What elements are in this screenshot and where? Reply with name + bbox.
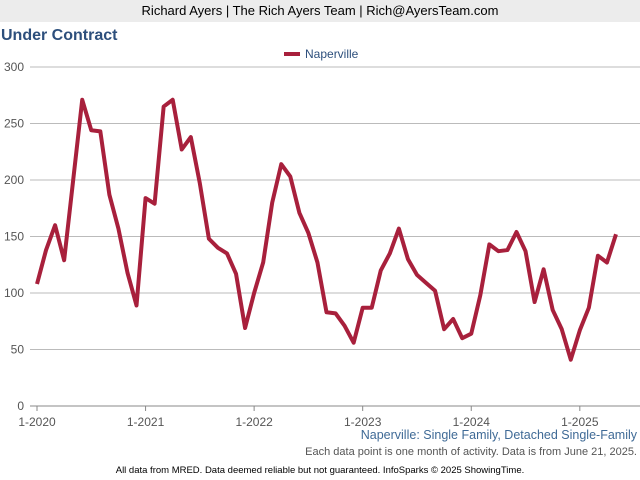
line-series bbox=[35, 97, 618, 362]
y-tick-label: 200 bbox=[4, 173, 24, 187]
header-bar bbox=[0, 0, 640, 22]
x-tick-label: 1-2024 bbox=[453, 415, 491, 429]
y-tick-label: 250 bbox=[4, 117, 24, 131]
y-tick-label: 300 bbox=[4, 60, 24, 74]
x-tick-label: 1-2020 bbox=[18, 415, 56, 429]
x-tick-label: 1-2021 bbox=[127, 415, 165, 429]
y-tick-label: 150 bbox=[4, 230, 24, 244]
subtitle: Naperville: Single Family, Detached Sing… bbox=[361, 428, 638, 442]
header: Richard Ayers | The Rich Ayers Team | Ri… bbox=[142, 3, 499, 18]
x-tick-label: 1-2025 bbox=[561, 415, 599, 429]
legend-label: Naperville bbox=[305, 47, 359, 61]
y-tick-label: 50 bbox=[11, 343, 25, 357]
note: Each data point is one month of activity… bbox=[305, 446, 637, 458]
chart-title: Under Contract bbox=[1, 27, 118, 44]
footer: All data from MRED. Data deemed reliable… bbox=[116, 465, 525, 476]
x-tick-label: 1-2023 bbox=[344, 415, 382, 429]
y-tick-label: 0 bbox=[17, 399, 24, 413]
x-tick-label: 1-2022 bbox=[235, 415, 273, 429]
y-tick-label: 100 bbox=[4, 286, 24, 300]
